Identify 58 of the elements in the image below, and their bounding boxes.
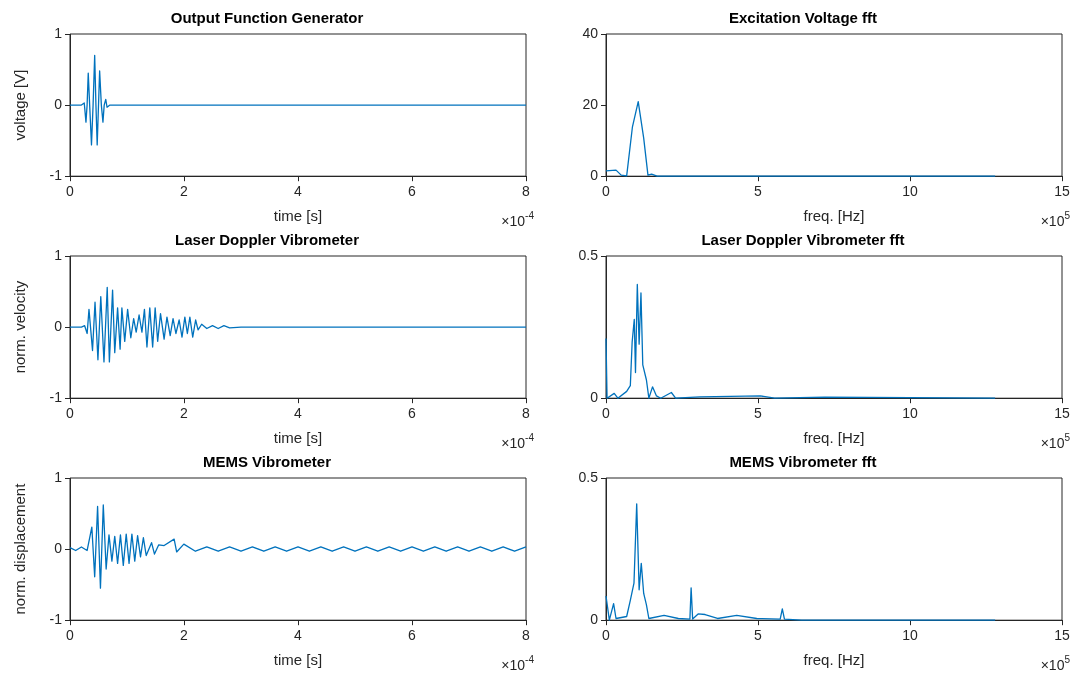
x-tick-label: 0 (602, 405, 611, 422)
y-tick-label: -1 (49, 611, 63, 628)
x-tick-label: 10 (902, 405, 918, 422)
y-tick-label: 0.5 (578, 468, 599, 485)
chart-title: Laser Doppler Vibrometer fft (701, 231, 905, 249)
x-tick-label: 0 (66, 183, 75, 200)
y-tick-label: 0 (590, 167, 599, 184)
x-tick-label: 8 (522, 183, 531, 200)
y-tick-label: -1 (49, 167, 63, 184)
y-tick-label: 1 (54, 246, 63, 263)
x-tick-label: 2 (180, 183, 189, 200)
y-axis-title: norm. velocity (11, 280, 29, 374)
y-tick-label: 0 (590, 389, 599, 406)
y-tick-label: 0 (590, 611, 599, 628)
x-tick-label: 0 (602, 627, 611, 644)
chart-title: MEMS Vibrometer fft (729, 453, 877, 471)
x-tick-label: 5 (754, 627, 763, 644)
x-tick-label: 15 (1054, 627, 1070, 644)
x-tick-label: 8 (522, 405, 531, 422)
x-tick-label: 2 (180, 627, 189, 644)
y-tick-label: 40 (582, 24, 599, 41)
x-axis-title: time [s] (273, 207, 323, 225)
x-tick-label: 10 (902, 183, 918, 200)
y-axis-title: norm. displacement (11, 482, 29, 615)
x-tick-label: 5 (754, 405, 763, 422)
x-axis-title: freq. [Hz] (803, 429, 865, 447)
x-axis-title: time [s] (273, 429, 323, 447)
x-tick-label: 6 (408, 627, 417, 644)
chart-title: Output Function Generator (170, 9, 364, 27)
y-axis-title: voltage [V] (11, 69, 29, 141)
y-tick-label: 20 (582, 95, 599, 112)
chart-title: Laser Doppler Vibrometer (175, 231, 360, 249)
x-tick-label: 5 (754, 183, 763, 200)
x-tick-label: 0 (66, 627, 75, 644)
y-tick-label: 0 (54, 539, 63, 556)
x-tick-label: 4 (294, 405, 303, 422)
x-axis-title: freq. [Hz] (803, 651, 865, 669)
y-tick-label: 0 (54, 95, 63, 112)
chart-title: Excitation Voltage fft (728, 9, 878, 27)
x-tick-label: 4 (294, 627, 303, 644)
x-axis-title: time [s] (273, 651, 323, 669)
y-tick-label: 0 (54, 317, 63, 334)
x-tick-label: 2 (180, 405, 189, 422)
y-tick-label: 0.5 (578, 246, 599, 263)
x-tick-label: 10 (902, 627, 918, 644)
x-tick-label: 6 (408, 183, 417, 200)
x-tick-label: 15 (1054, 405, 1070, 422)
x-tick-label: 0 (602, 183, 611, 200)
x-tick-label: 15 (1054, 183, 1070, 200)
x-tick-label: 0 (66, 405, 75, 422)
y-tick-label: 1 (54, 24, 63, 41)
x-axis-title: freq. [Hz] (803, 207, 865, 225)
y-tick-label: 1 (54, 468, 63, 485)
x-tick-label: 8 (522, 627, 531, 644)
chart-title: MEMS Vibrometer (202, 453, 332, 471)
x-tick-label: 6 (408, 405, 417, 422)
x-tick-label: 4 (294, 183, 303, 200)
y-tick-label: -1 (49, 389, 63, 406)
